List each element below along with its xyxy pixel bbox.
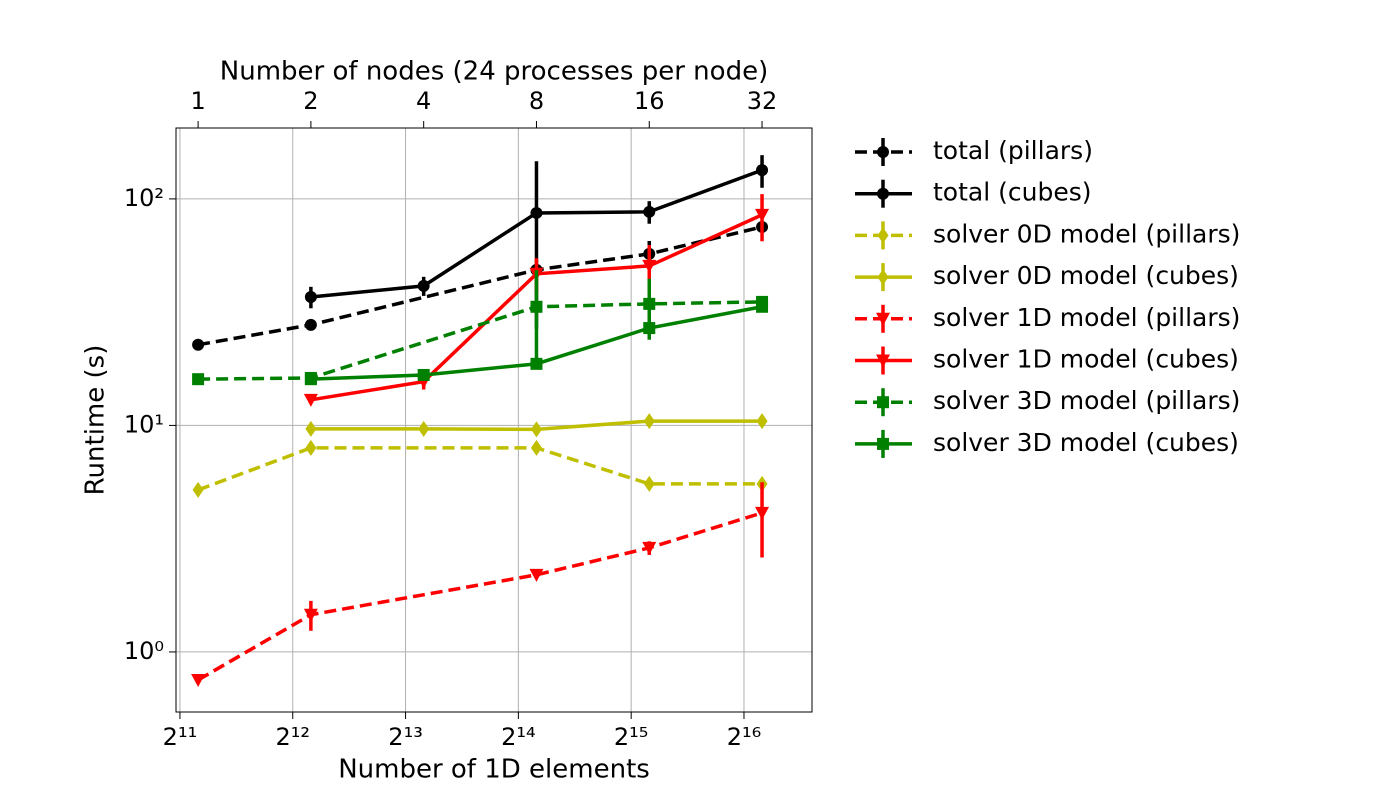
marker xyxy=(877,269,889,286)
marker xyxy=(417,279,430,292)
x-tick-label: 2¹¹ xyxy=(163,723,198,751)
marker xyxy=(303,608,318,622)
y-tick-label: 10² xyxy=(124,184,164,212)
marker xyxy=(305,439,317,456)
marker xyxy=(304,373,317,386)
plot-frame xyxy=(175,127,813,713)
top-tick-label: 2 xyxy=(303,87,318,115)
marker xyxy=(643,297,656,310)
x-tick-label: 2¹⁶ xyxy=(727,723,762,751)
series-line xyxy=(198,300,763,381)
legend-label: solver 3D model (pillars) xyxy=(933,386,1240,415)
y-tick-label: 10⁰ xyxy=(124,637,164,665)
top-tick-label: 4 xyxy=(416,87,431,115)
marker xyxy=(756,164,769,177)
marker xyxy=(530,206,543,219)
marker xyxy=(303,393,318,407)
marker xyxy=(643,205,656,218)
x-tick-label: 2¹² xyxy=(275,723,310,751)
legend-label: solver 1D model (pillars) xyxy=(933,303,1240,332)
marker xyxy=(192,481,204,498)
legend-label: solver 1D model (cubes) xyxy=(933,345,1239,374)
marker xyxy=(642,259,657,273)
marker xyxy=(756,300,769,313)
marker xyxy=(877,187,889,200)
marker xyxy=(877,146,889,158)
y-axis-label: Runtime (s) xyxy=(81,345,111,496)
marker xyxy=(305,420,317,437)
marker xyxy=(643,413,655,430)
top-tick-label: 16 xyxy=(634,87,665,115)
x-axis-label: Number of 1D elements xyxy=(338,755,650,785)
legend-label: total (pillars) xyxy=(933,136,1093,165)
marker xyxy=(192,338,205,351)
marker xyxy=(756,413,768,430)
marker xyxy=(530,439,542,456)
marker xyxy=(530,421,542,438)
x-tick-label: 2¹⁵ xyxy=(614,723,649,751)
marker xyxy=(304,318,317,331)
marker xyxy=(304,290,317,303)
series-line xyxy=(197,446,763,492)
marker xyxy=(877,227,889,244)
marker xyxy=(417,368,430,381)
x-tick-label: 2¹⁴ xyxy=(501,723,536,751)
y-tick-label: 10¹ xyxy=(124,410,164,438)
marker xyxy=(876,354,890,368)
top-tick-label: 8 xyxy=(529,87,544,115)
marker xyxy=(530,300,543,313)
marker xyxy=(191,673,206,687)
marker xyxy=(877,396,889,409)
legend-label: solver 0D model (pillars) xyxy=(933,219,1240,248)
top-tick-label: 1 xyxy=(190,87,205,115)
marker xyxy=(418,420,430,437)
legend-label: solver 3D model (cubes) xyxy=(933,428,1239,457)
marker xyxy=(530,357,543,370)
legend-label: solver 0D model (cubes) xyxy=(933,261,1239,290)
marker xyxy=(877,437,889,450)
marker xyxy=(642,541,657,555)
top-tick-label: 32 xyxy=(747,87,778,115)
marker xyxy=(643,322,656,335)
legend-label: total (cubes) xyxy=(933,178,1091,207)
x-tick-label: 2¹³ xyxy=(388,723,423,751)
marker xyxy=(643,475,655,492)
marker xyxy=(755,208,770,222)
marker xyxy=(192,373,205,386)
marker xyxy=(755,506,770,520)
top-axis-label: Number of nodes (24 processes per node) xyxy=(220,57,768,87)
marker xyxy=(876,312,890,326)
marker xyxy=(529,568,544,582)
series-line xyxy=(197,511,763,682)
